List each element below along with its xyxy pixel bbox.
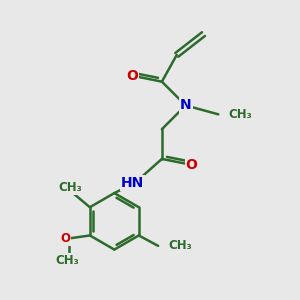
Text: N: N bbox=[180, 98, 191, 112]
Text: HN: HN bbox=[121, 176, 144, 190]
Text: O: O bbox=[126, 69, 138, 83]
Text: CH₃: CH₃ bbox=[56, 254, 80, 267]
Text: O: O bbox=[186, 158, 197, 172]
Text: CH₃: CH₃ bbox=[59, 182, 82, 194]
Text: O: O bbox=[61, 232, 70, 245]
Text: CH₃: CH₃ bbox=[169, 239, 192, 252]
Text: CH₃: CH₃ bbox=[229, 108, 253, 121]
